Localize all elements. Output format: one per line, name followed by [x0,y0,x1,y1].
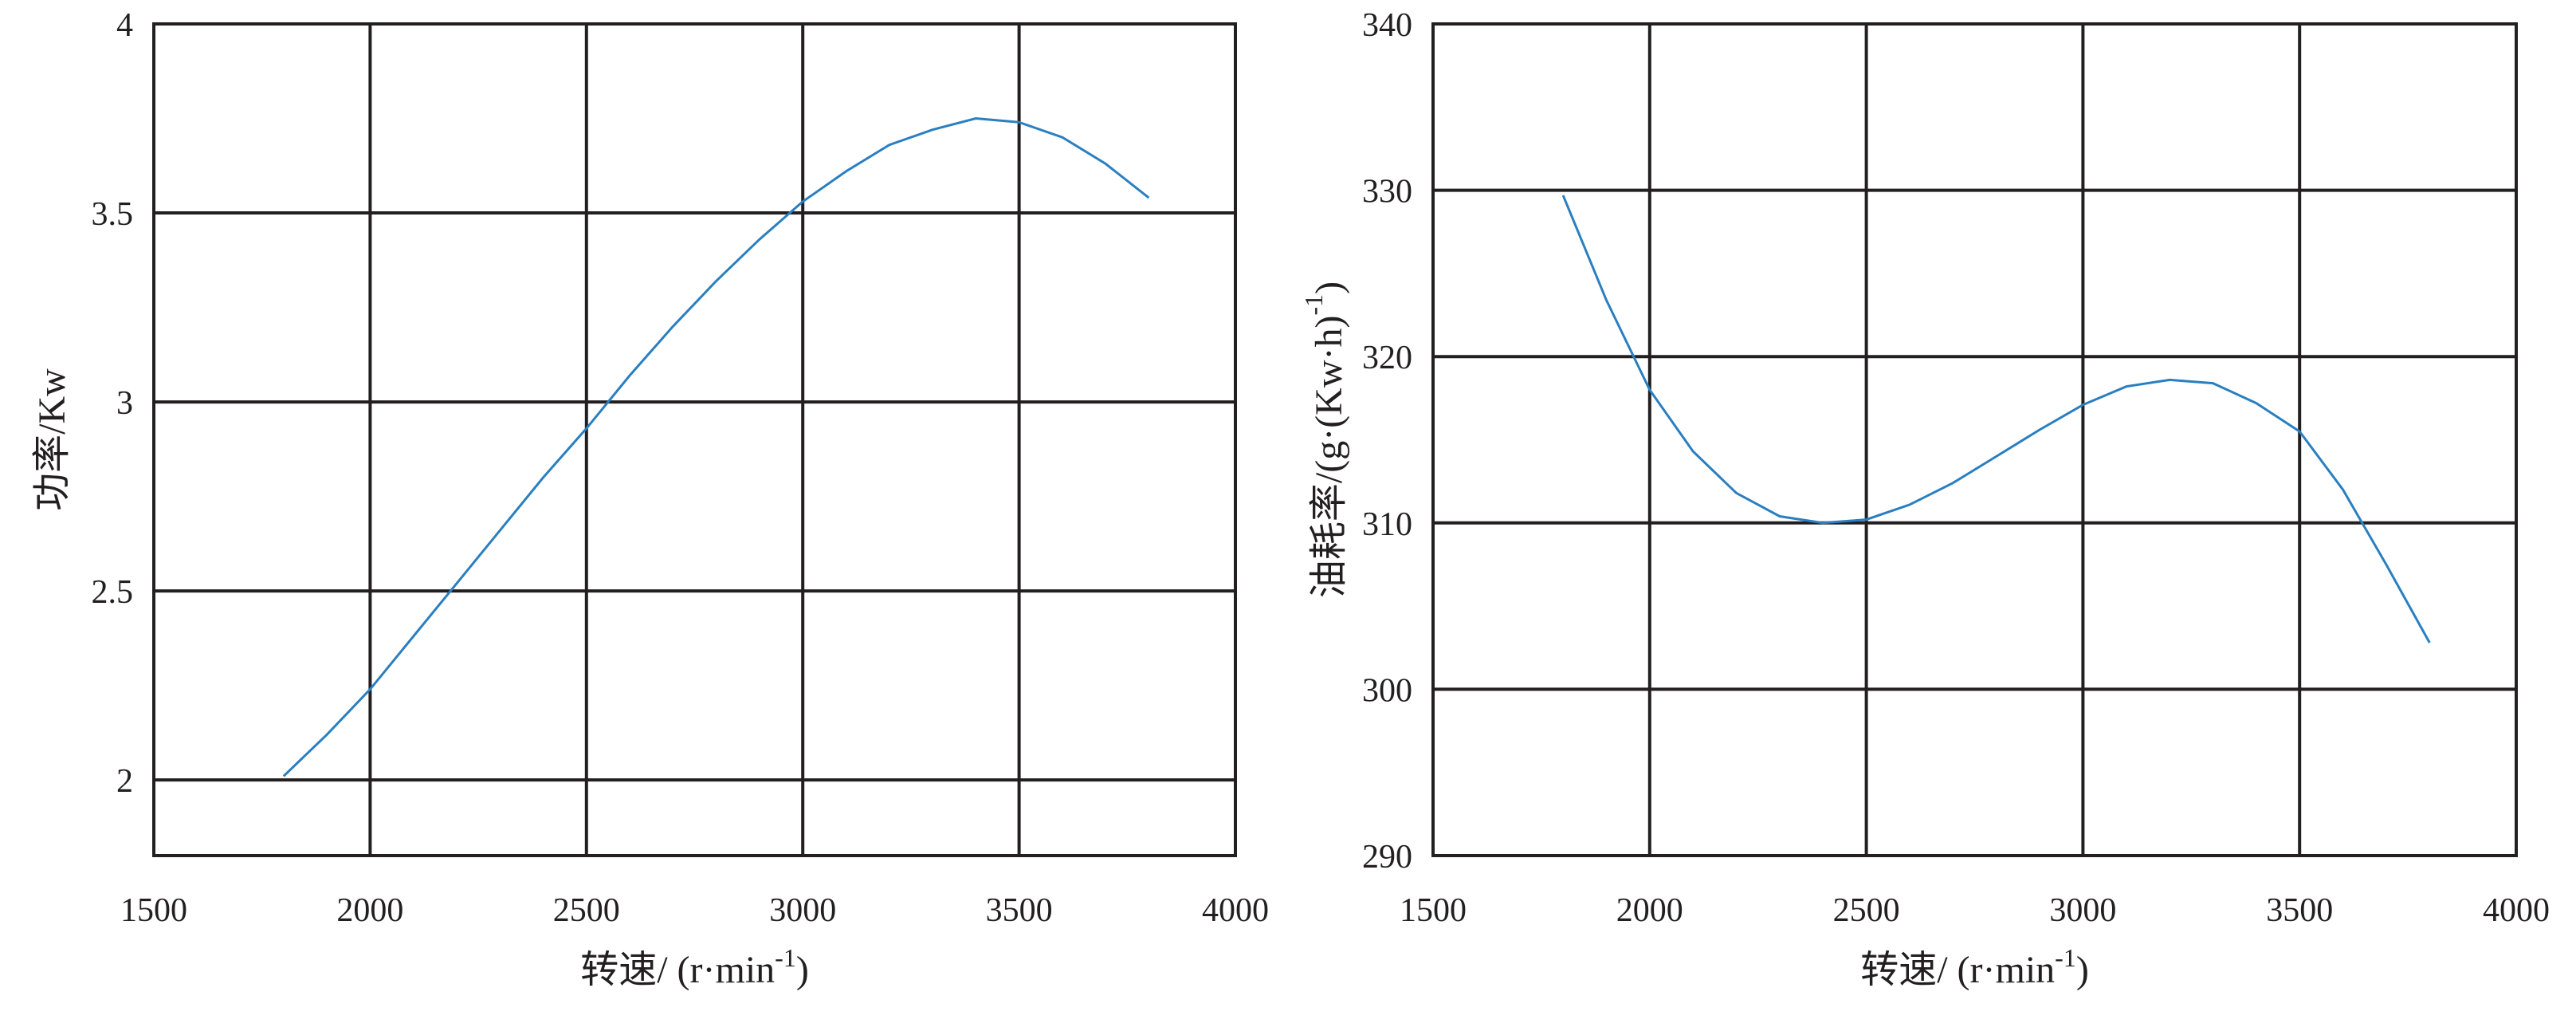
fuel-x-tick-label: 1500 [1400,892,1467,929]
fuel-y-axis-label-end: ) [1308,281,1350,294]
fuel-consumption-chart: 1500 2000 2500 3000 3500 4000 290 300 310 320 330… [1299,7,2550,991]
power-x-axis-label-main: 转速/ (r·min [580,949,775,991]
power-y-tick-label: 4 [116,7,133,44]
fuel-x-tick-label: 3500 [2266,892,2333,929]
power-y-tick-label: 2 [116,763,133,800]
fuel-x-axis-label-main: 转速/ (r·min [1860,949,2055,991]
fuel-y-tick-label: 300 [1362,672,1412,709]
fuel-y-tick-label: 340 [1362,7,1412,44]
fuel-consumption-curve [1561,195,2431,643]
fuel-x-axis-label: 转速/ (r·min-1) [1860,943,2089,991]
fuel-y-axis-label-sup: -1 [1299,294,1328,316]
fuel-y-tick-label: 330 [1362,174,1412,211]
power-x-tick-label: 4000 [1202,892,1269,929]
power-x-tick-label: 3000 [769,892,836,929]
power-y-axis-label-main: 功率/Kw [31,368,73,511]
fuel-y-tick-label: 290 [1362,839,1412,876]
power-x-tick-label: 2000 [336,892,403,929]
fuel-y-axis-label-main: 油耗率/(g·(Kw·h) [1308,316,1350,599]
fuel-x-axis-label-sup: -1 [2055,943,2076,972]
power-y-tick-label: 3 [116,385,133,422]
power-y-axis-label: 功率/Kw [31,368,73,511]
power-x-axis-label-sup: -1 [775,943,796,972]
fuel-x-tick-label: 4000 [2483,892,2550,929]
power-plot-frame [152,22,1237,857]
power-y-tick-label: 2.5 [92,574,134,611]
fuel-y-tick-labels: 290 300 310 320 330 340 [1362,7,1412,876]
fuel-y-tick-label: 320 [1362,340,1412,376]
power-y-tick-labels: 2 2.5 3 3.5 4 [92,7,134,800]
power-x-axis-label-end: ) [796,949,809,991]
power-grid [152,22,1237,856]
power-curve [282,116,1150,777]
fuel-x-axis-label-end: ) [2076,949,2089,991]
power-chart: 1500 2000 2500 3000 3500 4000 2 2.5 3 3.5 4 转速/ (… [31,7,1269,991]
fuel-y-tick-label: 310 [1362,506,1412,543]
power-x-tick-label: 2500 [553,892,620,929]
fuel-x-tick-labels: 1500 2000 2500 3000 3500 4000 [1400,892,2550,929]
fuel-plot-frame [1431,22,2518,857]
fuel-x-tick-label: 2000 [1616,892,1683,929]
power-x-tick-label: 3500 [986,892,1053,929]
power-x-axis-label: 转速/ (r·min-1) [580,943,809,991]
power-x-tick-label: 1500 [120,892,187,929]
fuel-y-axis-label: 油耗率/(g·(Kw·h)-1) [1299,281,1350,598]
fuel-x-tick-label: 2500 [1833,892,1900,929]
power-y-tick-label: 3.5 [92,196,134,233]
power-x-tick-labels: 1500 2000 2500 3000 3500 4000 [120,892,1269,929]
fuel-grid [1431,22,2518,857]
fuel-x-tick-label: 3000 [2049,892,2116,929]
